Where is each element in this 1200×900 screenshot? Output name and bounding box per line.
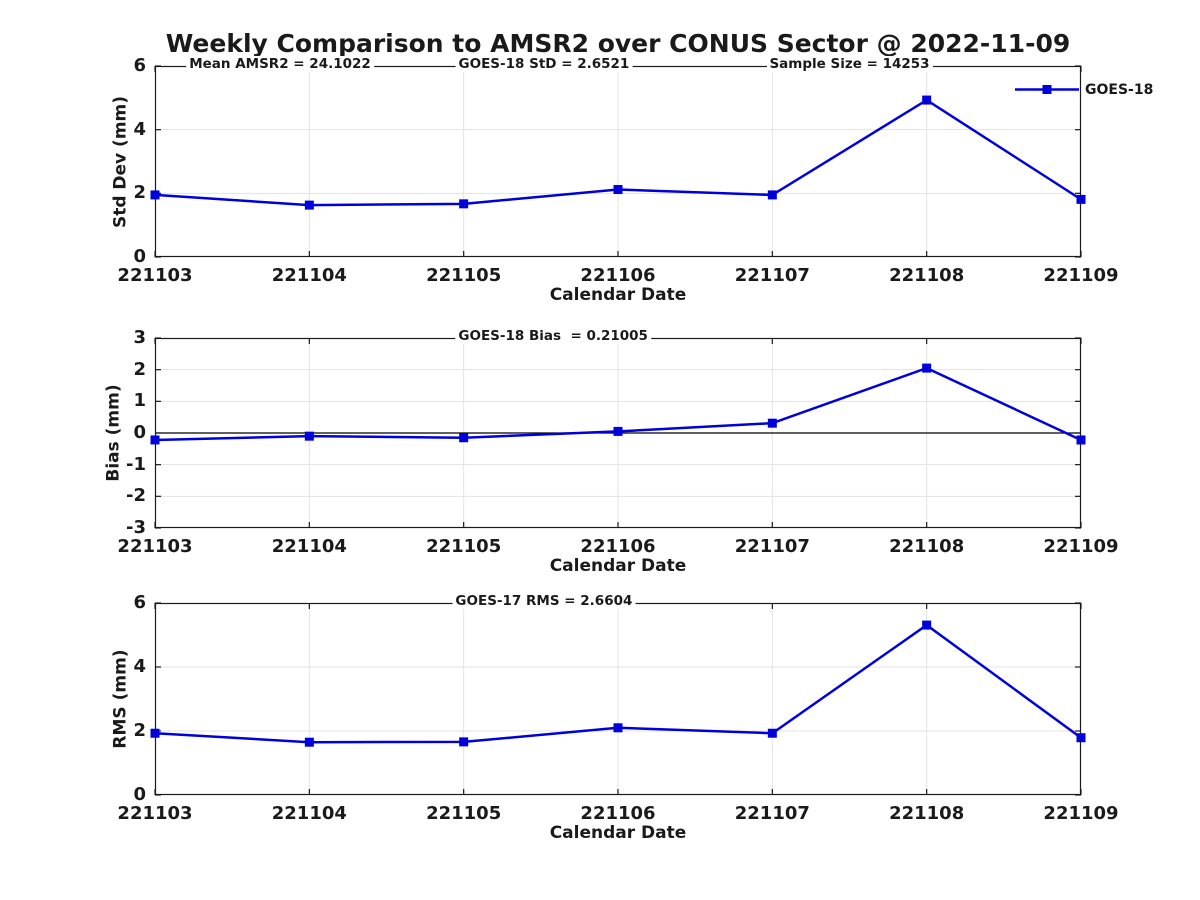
y-tick-label: -2 <box>126 485 146 507</box>
panel-annotation: GOES-18 Bias = 0.21005 <box>455 328 651 344</box>
data-point-marker <box>922 620 932 630</box>
y-tick-label: -1 <box>126 453 146 475</box>
x-tick-label: 221108 <box>889 803 965 824</box>
y-tick-label: 0 <box>133 422 146 443</box>
figure-title: Weekly Comparison to AMSR2 over CONUS Se… <box>165 29 1071 58</box>
x-tick-label: 221109 <box>1043 536 1119 557</box>
y-tick-label: 2 <box>133 358 146 380</box>
y-tick-label: 0 <box>133 784 146 805</box>
y-tick-label: 2 <box>133 720 146 741</box>
data-point-marker <box>304 737 314 747</box>
plot-area-bias <box>150 337 1086 529</box>
x-tick-label: 221106 <box>580 536 656 557</box>
x-tick-label: 221107 <box>734 265 810 286</box>
data-point-marker <box>1076 194 1086 204</box>
x-axis-label: Calendar Date <box>549 823 687 843</box>
panel-annotation: Sample Size = 14253 <box>766 56 933 72</box>
x-tick-label: 221107 <box>734 803 810 824</box>
y-tick-label: 1 <box>133 390 146 412</box>
y-tick-label: 3 <box>133 327 146 348</box>
x-tick-label: 221103 <box>117 265 193 286</box>
data-point-marker <box>922 95 932 105</box>
x-tick-label: 221104 <box>271 803 347 824</box>
data-point-marker <box>459 737 469 747</box>
data-point-marker <box>767 728 777 738</box>
y-tick-label: 6 <box>133 55 146 76</box>
data-point-marker <box>613 426 623 436</box>
y-tick-label: 6 <box>133 592 146 613</box>
y-tick-label: 2 <box>133 182 146 204</box>
y-tick-label: -3 <box>126 517 146 538</box>
x-tick-label: 221103 <box>117 803 193 824</box>
x-tick-label: 221107 <box>734 536 810 557</box>
data-point-marker <box>613 723 623 733</box>
x-tick-label: 221109 <box>1043 265 1119 286</box>
data-point-marker <box>459 433 469 443</box>
legend-square-marker-icon <box>1042 85 1052 94</box>
x-tick-label: 221105 <box>426 265 502 286</box>
data-point-marker <box>150 435 160 445</box>
data-point-marker <box>150 728 160 738</box>
x-tick-label: 221108 <box>889 536 965 557</box>
data-point-marker <box>1076 435 1086 445</box>
panel-annotation: GOES-17 RMS = 2.6604 <box>452 593 636 609</box>
x-tick-label: 221104 <box>271 265 347 286</box>
y-tick-label: 4 <box>133 118 146 140</box>
x-tick-label: 221105 <box>426 536 502 557</box>
legend: GOES-18 <box>1014 81 1154 98</box>
data-point-marker <box>922 363 932 373</box>
x-axis-label: Calendar Date <box>549 556 687 576</box>
x-tick-label: 221103 <box>117 536 193 557</box>
data-point-marker <box>1076 733 1086 743</box>
x-tick-label: 221106 <box>580 265 656 286</box>
plot-area-rms <box>150 602 1086 796</box>
panel-annotation: GOES-18 StD = 2.6521 <box>455 56 633 72</box>
data-point-marker <box>150 190 160 200</box>
panel-annotation: Mean AMSR2 = 24.1022 <box>186 56 374 72</box>
x-axis-label: Calendar Date <box>549 285 687 305</box>
data-point-marker <box>767 190 777 200</box>
data-point-marker <box>304 200 314 210</box>
data-point-marker <box>304 431 314 441</box>
data-point-marker <box>459 199 469 209</box>
data-point-marker <box>767 418 777 428</box>
data-point-marker <box>613 185 623 195</box>
x-tick-label: 221105 <box>426 803 502 824</box>
legend-line-sample <box>1015 85 1079 94</box>
x-tick-label: 221104 <box>271 536 347 557</box>
y-tick-label: 4 <box>133 656 146 677</box>
x-tick-label: 221106 <box>580 803 656 824</box>
x-tick-label: 221109 <box>1043 803 1119 824</box>
y-tick-label: 0 <box>133 246 146 267</box>
legend-label: GOES-18 <box>1085 81 1154 98</box>
x-tick-label: 221108 <box>889 265 965 286</box>
y-axis-label: RMS (mm) <box>110 649 131 749</box>
